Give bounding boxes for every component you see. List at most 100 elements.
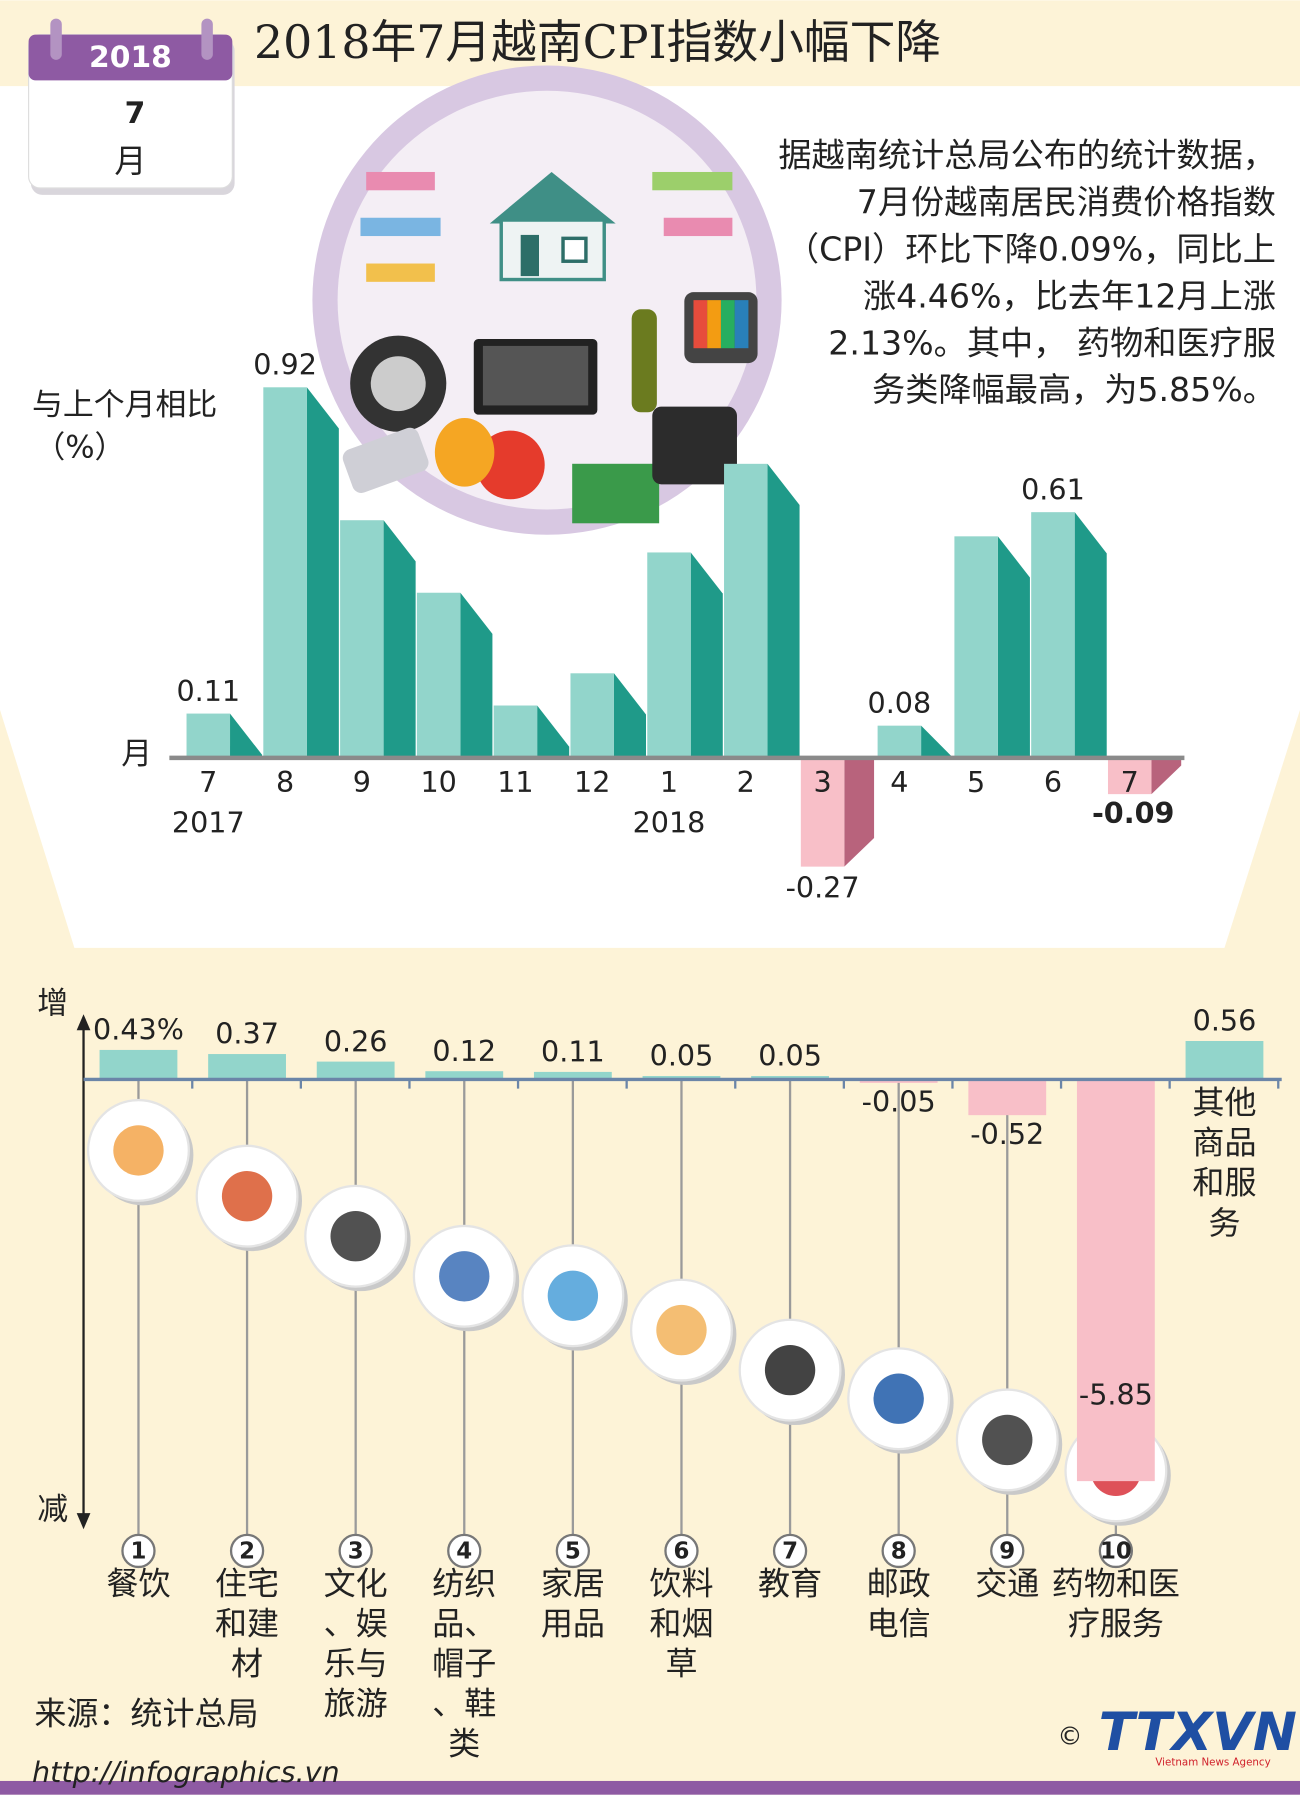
- bar: [1076, 1079, 1155, 1482]
- bar: [647, 552, 723, 758]
- category-label: 教育: [758, 1564, 822, 1602]
- tire-rim: [370, 356, 426, 412]
- tv-bar: [734, 300, 749, 349]
- category-label: 药物和医疗服务: [1052, 1564, 1180, 1642]
- value-label: 0.43%: [93, 1013, 184, 1047]
- category-label: 餐饮: [106, 1564, 170, 1602]
- bar: [968, 1079, 1047, 1116]
- y-axis-label: （%）: [34, 429, 125, 465]
- house-window: [561, 236, 588, 263]
- bar: [425, 1071, 504, 1080]
- bar-side: [613, 673, 646, 758]
- bar: [316, 1061, 395, 1080]
- number-badge: [338, 1533, 373, 1569]
- bar: [1185, 1041, 1264, 1080]
- bar-side: [844, 757, 875, 867]
- number-badge: [772, 1533, 808, 1569]
- value-label: 0.61: [1021, 473, 1085, 507]
- bar-side: [997, 536, 1030, 758]
- x-tick-label: 3: [813, 765, 831, 799]
- bar: [533, 1071, 612, 1080]
- bar: [1031, 512, 1107, 758]
- bar-front: [186, 713, 231, 758]
- bar: [99, 1049, 178, 1080]
- number-badge: [664, 1533, 699, 1569]
- bar-side: [767, 463, 800, 758]
- shelf: [652, 171, 733, 191]
- shelf: [663, 217, 733, 237]
- calendar: 2018 7 月: [28, 18, 235, 195]
- bar: [186, 713, 263, 758]
- shelf: [366, 171, 435, 191]
- number-badge: [990, 1533, 1025, 1569]
- x-tick-label: 12: [574, 765, 610, 799]
- house-door: [520, 234, 539, 277]
- intro-line: 2.13%。其中， 药物和医疗服: [828, 323, 1276, 362]
- down-label: 减: [37, 1491, 68, 1527]
- bar-front: [647, 552, 691, 758]
- agency: Vietnam News Agency: [1155, 1757, 1270, 1769]
- calendar-month: 月: [114, 142, 146, 180]
- bar-front: [954, 536, 998, 758]
- bar-front: [340, 520, 384, 758]
- url: http://infographics.vn: [32, 1755, 340, 1789]
- icon-symbol: [982, 1414, 1033, 1466]
- y-axis-label: 与上个月相比: [32, 387, 217, 423]
- tv-bar: [707, 300, 721, 349]
- monitor-screen: [482, 345, 589, 406]
- axis-arrow: [76, 1513, 91, 1530]
- book: [572, 463, 660, 524]
- x-tick-label: 5: [967, 765, 985, 799]
- tv-bar: [720, 300, 735, 349]
- house-roof: [489, 171, 616, 224]
- value-label: 0.92: [253, 348, 317, 382]
- calendar-ring: [50, 18, 62, 60]
- category-label: 纺织品、帽子、鞋类: [432, 1564, 496, 1762]
- value-label: 0.26: [324, 1024, 388, 1058]
- bar: [263, 387, 339, 758]
- bottle: [631, 309, 657, 413]
- category-number: 7: [782, 1539, 798, 1565]
- x-tick-label: 2: [737, 765, 755, 799]
- icon-symbol: [221, 1171, 273, 1222]
- number-badge: [447, 1533, 482, 1569]
- bar-side: [460, 592, 493, 758]
- x-tick-label: 4: [890, 765, 908, 799]
- bar-front: [570, 673, 614, 758]
- x-tick-label: 8: [276, 765, 294, 799]
- illustration: [312, 65, 782, 535]
- number-badge: [121, 1533, 156, 1569]
- value-label: -5.85: [1079, 1377, 1153, 1411]
- category-label: 其他商品和服务: [1192, 1084, 1256, 1242]
- icon-symbol: [547, 1270, 599, 1321]
- title: 2018年7月越南CPI指数小幅下降: [254, 16, 941, 69]
- intro-line: 7月份越南居民消费价格指数: [857, 183, 1276, 222]
- category-label: 交通: [975, 1564, 1039, 1602]
- tv-bar: [693, 300, 708, 349]
- axis-arrow: [76, 1014, 91, 1031]
- pepper: [434, 418, 495, 487]
- shelf: [366, 263, 435, 282]
- bar-front: [493, 705, 538, 758]
- calendar-band: [28, 34, 233, 81]
- category-label: 家居用品: [541, 1564, 605, 1642]
- bar-front: [800, 757, 845, 867]
- calendar-year: 2018: [89, 40, 172, 75]
- value-label: 0.05: [650, 1039, 714, 1073]
- bar-front: [724, 463, 768, 758]
- bar-front: [877, 725, 922, 758]
- number-badge: [555, 1533, 591, 1569]
- x-tick-label: 7: [199, 765, 217, 799]
- value-label: -0.27: [786, 871, 860, 905]
- x-axis-label: 月: [121, 736, 152, 772]
- value-label: 0.11: [176, 674, 240, 708]
- number-badge: [1098, 1533, 1134, 1569]
- x-tick-label: 6: [1044, 765, 1062, 799]
- calendar-ring: [201, 18, 213, 60]
- bar-front: [263, 387, 307, 758]
- value-label: -0.52: [970, 1117, 1044, 1151]
- bar: [877, 725, 954, 758]
- category-label: 邮政电信: [867, 1564, 931, 1642]
- bar-side: [690, 552, 723, 758]
